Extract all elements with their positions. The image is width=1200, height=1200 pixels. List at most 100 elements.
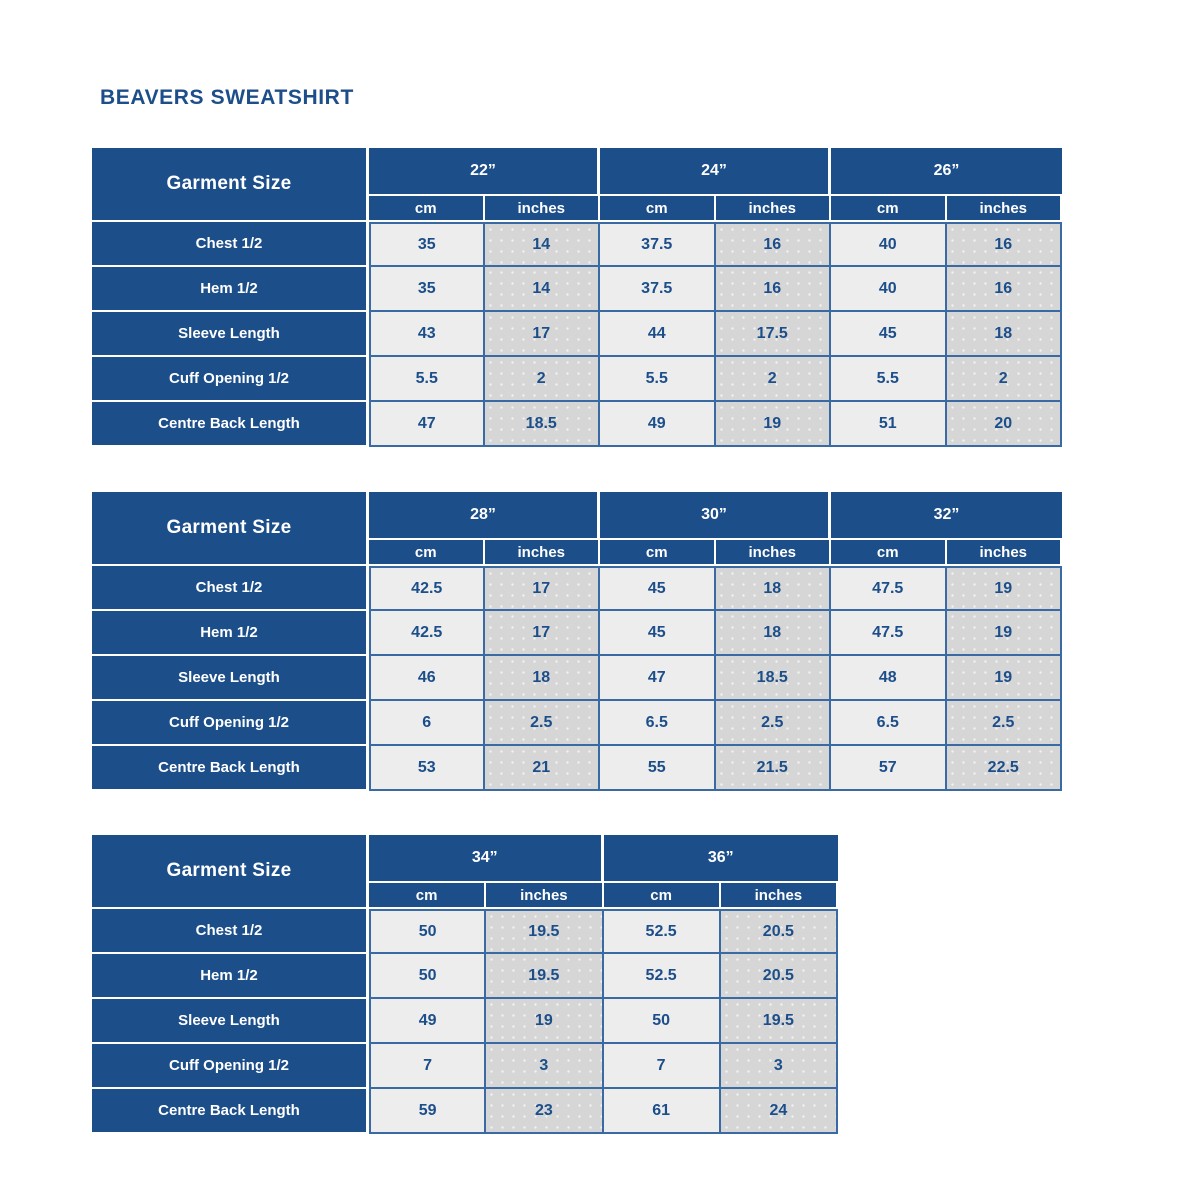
- value-cell: 2: [715, 357, 831, 402]
- unit-header-cm: cm: [600, 540, 716, 566]
- value-cell: 44: [600, 312, 716, 357]
- value-cell: 5.5: [831, 357, 947, 402]
- garment-size-header: Garment Size: [92, 835, 369, 909]
- value-cell: 51: [831, 402, 947, 447]
- value-cell: 5.5: [369, 357, 485, 402]
- value-cell: 40: [831, 267, 947, 312]
- value-cell: 17: [484, 611, 600, 656]
- page-title: BEAVERS SWEATSHIRT: [100, 86, 354, 109]
- size-chart-table: Garment Size 22” 24” 26” cm inches cm in…: [92, 148, 1062, 447]
- value-cell: 21.5: [715, 746, 831, 791]
- value-cell: 2.5: [715, 701, 831, 746]
- value-cell: 20: [946, 402, 1062, 447]
- value-cell: 18: [484, 656, 600, 701]
- value-cell: 52.5: [603, 954, 721, 999]
- unit-header-inches: inches: [946, 196, 1062, 222]
- value-cell: 21: [484, 746, 600, 791]
- value-cell: 47: [369, 402, 485, 447]
- size-header: 24”: [600, 148, 831, 196]
- value-cell: 35: [369, 222, 485, 267]
- value-cell: 50: [369, 954, 487, 999]
- value-cell: 3: [720, 1044, 838, 1089]
- value-cell: 49: [369, 999, 487, 1044]
- value-cell: 2: [484, 357, 600, 402]
- garment-size-header: Garment Size: [92, 148, 369, 222]
- unit-header-cm: cm: [369, 540, 485, 566]
- row-label: Chest 1/2: [92, 222, 369, 267]
- value-cell: 19: [946, 656, 1062, 701]
- size-header: 36”: [603, 835, 838, 883]
- value-cell: 24: [720, 1089, 838, 1134]
- value-cell: 3: [486, 1044, 604, 1089]
- value-cell: 45: [831, 312, 947, 357]
- value-cell: 19: [486, 999, 604, 1044]
- value-cell: 7: [369, 1044, 487, 1089]
- unit-header-inches: inches: [715, 196, 831, 222]
- size-header: 30”: [600, 492, 831, 540]
- value-cell: 50: [603, 999, 721, 1044]
- row-label: Sleeve Length: [92, 999, 369, 1044]
- row-label: Hem 1/2: [92, 954, 369, 999]
- value-cell: 45: [600, 566, 716, 611]
- size-chart-table: Garment Size 28” 30” 32” cm inches cm in…: [92, 492, 1062, 791]
- value-cell: 19: [715, 402, 831, 447]
- row-label: Hem 1/2: [92, 267, 369, 312]
- row-label: Cuff Opening 1/2: [92, 357, 369, 402]
- unit-header-inches: inches: [946, 540, 1062, 566]
- value-cell: 47.5: [831, 611, 947, 656]
- value-cell: 19: [946, 566, 1062, 611]
- unit-header-cm: cm: [600, 196, 716, 222]
- row-label: Hem 1/2: [92, 611, 369, 656]
- value-cell: 2.5: [946, 701, 1062, 746]
- row-label: Chest 1/2: [92, 909, 369, 954]
- unit-header-inches: inches: [720, 883, 838, 909]
- value-cell: 7: [603, 1044, 721, 1089]
- row-label: Centre Back Length: [92, 746, 369, 791]
- value-cell: 45: [600, 611, 716, 656]
- row-label: Centre Back Length: [92, 402, 369, 447]
- value-cell: 47.5: [831, 566, 947, 611]
- unit-header-inches: inches: [484, 540, 600, 566]
- value-cell: 17: [484, 312, 600, 357]
- value-cell: 53: [369, 746, 485, 791]
- size-header: 32”: [831, 492, 1062, 540]
- value-cell: 49: [600, 402, 716, 447]
- value-cell: 6.5: [831, 701, 947, 746]
- value-cell: 20.5: [720, 954, 838, 999]
- value-cell: 40: [831, 222, 947, 267]
- value-cell: 48: [831, 656, 947, 701]
- value-cell: 5.5: [600, 357, 716, 402]
- value-cell: 19.5: [486, 909, 604, 954]
- value-cell: 50: [369, 909, 487, 954]
- value-cell: 57: [831, 746, 947, 791]
- unit-header-cm: cm: [831, 196, 947, 222]
- value-cell: 20.5: [720, 909, 838, 954]
- value-cell: 43: [369, 312, 485, 357]
- value-cell: 37.5: [600, 267, 716, 312]
- value-cell: 18: [715, 611, 831, 656]
- value-cell: 59: [369, 1089, 487, 1134]
- size-header: 26”: [831, 148, 1062, 196]
- unit-header-cm: cm: [369, 883, 487, 909]
- row-label: Sleeve Length: [92, 656, 369, 701]
- row-label: Centre Back Length: [92, 1089, 369, 1134]
- value-cell: 18.5: [715, 656, 831, 701]
- unit-header-cm: cm: [603, 883, 721, 909]
- size-chart-table: Garment Size 34” 36” cm inches cm inches…: [92, 835, 838, 1134]
- value-cell: 37.5: [600, 222, 716, 267]
- value-cell: 19.5: [486, 954, 604, 999]
- value-cell: 19: [946, 611, 1062, 656]
- value-cell: 18.5: [484, 402, 600, 447]
- unit-header-inches: inches: [715, 540, 831, 566]
- value-cell: 47: [600, 656, 716, 701]
- size-header: 34”: [369, 835, 604, 883]
- garment-size-header: Garment Size: [92, 492, 369, 566]
- value-cell: 22.5: [946, 746, 1062, 791]
- value-cell: 19.5: [720, 999, 838, 1044]
- value-cell: 17.5: [715, 312, 831, 357]
- row-label: Sleeve Length: [92, 312, 369, 357]
- value-cell: 2: [946, 357, 1062, 402]
- value-cell: 35: [369, 267, 485, 312]
- size-header: 22”: [369, 148, 600, 196]
